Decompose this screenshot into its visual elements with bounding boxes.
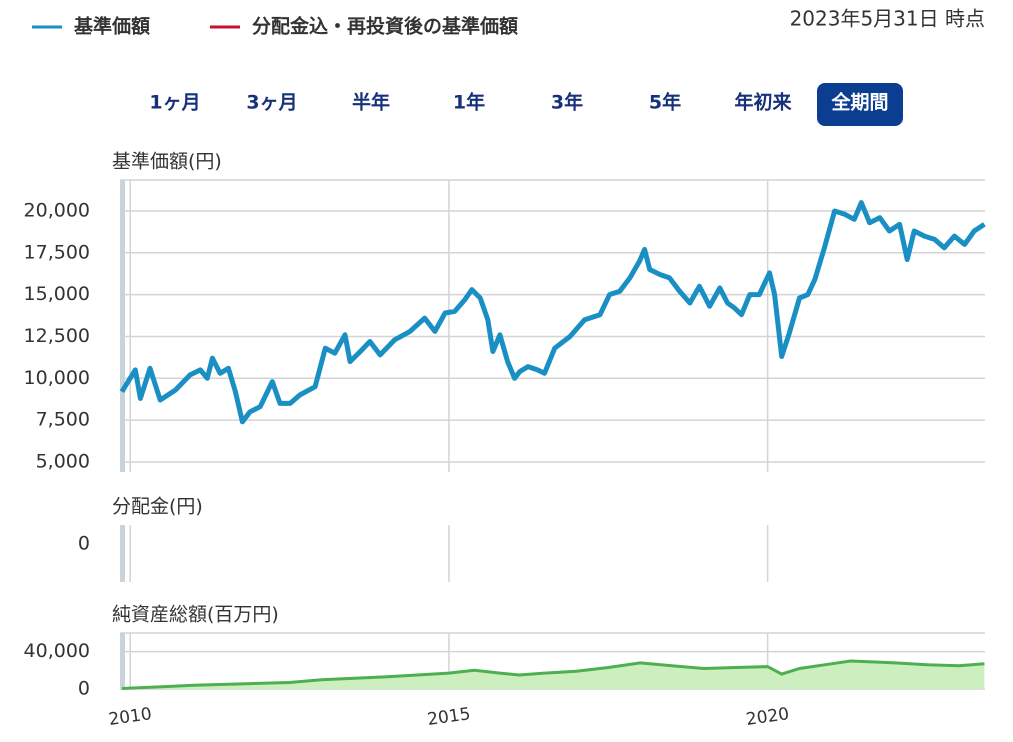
period-button[interactable]: 5年 bbox=[649, 91, 681, 114]
legend-label: 分配金込・再投資後の基準価額 bbox=[252, 15, 518, 38]
panel-label: 分配金(円) bbox=[112, 496, 203, 518]
y-tick-label: 12,500 bbox=[24, 325, 90, 347]
y-tick-label: 17,500 bbox=[24, 241, 90, 263]
period-button[interactable]: 全期間 bbox=[830, 91, 888, 114]
period-button-selected[interactable] bbox=[817, 83, 903, 126]
x-tick-label: 2010 bbox=[107, 704, 153, 730]
y-axis-band bbox=[120, 180, 125, 472]
panel-label: 基準価額(円) bbox=[112, 151, 222, 173]
panel-label: 純資産総額(百万円) bbox=[112, 604, 279, 626]
x-tick-label: 2020 bbox=[745, 704, 791, 730]
price-line bbox=[119, 200, 986, 425]
plot-area bbox=[120, 525, 985, 582]
x-tick-label: 2015 bbox=[426, 704, 472, 730]
period-button[interactable]: 1年 bbox=[453, 91, 485, 114]
period-button[interactable]: 3年 bbox=[551, 91, 583, 114]
y-tick-label: 7,500 bbox=[36, 409, 90, 431]
y-tick-label: 20,000 bbox=[24, 199, 90, 221]
period-button[interactable]: 年初来 bbox=[734, 91, 791, 114]
y-tick-label: 10,000 bbox=[24, 367, 90, 389]
y-tick-label: 40,000 bbox=[24, 640, 90, 662]
plot-area bbox=[120, 180, 985, 472]
legend-label: 基準価額 bbox=[73, 15, 150, 38]
y-axis-band bbox=[120, 633, 125, 689]
y-tick-label: 0 bbox=[78, 678, 90, 700]
area-line bbox=[121, 659, 985, 690]
period-button[interactable]: 3ヶ月 bbox=[246, 92, 297, 114]
y-tick-label: 0 bbox=[78, 533, 90, 555]
date-label: 2023年5月31日 時点 bbox=[790, 7, 985, 31]
y-axis-band bbox=[120, 525, 125, 582]
y-tick-label: 15,000 bbox=[24, 283, 90, 305]
period-button[interactable]: 半年 bbox=[352, 91, 390, 114]
period-button[interactable]: 1ヶ月 bbox=[149, 92, 200, 114]
y-tick-label: 5,000 bbox=[36, 450, 90, 472]
